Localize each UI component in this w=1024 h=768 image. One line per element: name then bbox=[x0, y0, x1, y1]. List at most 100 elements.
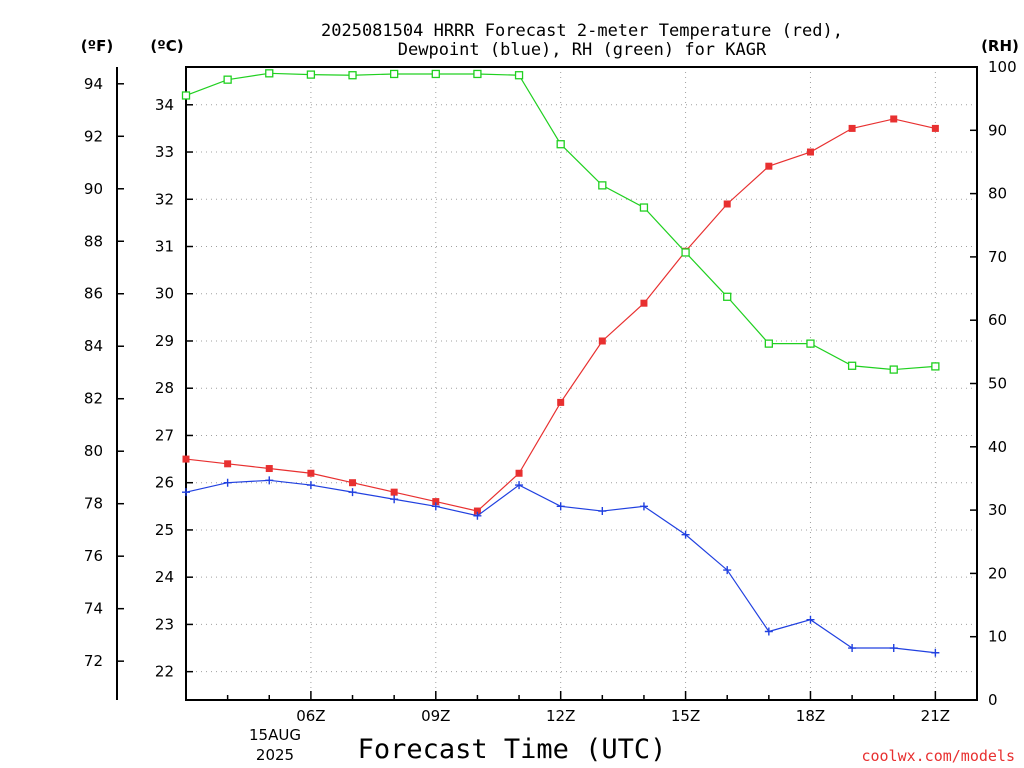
fahrenheit-tick-label: 74 bbox=[84, 600, 103, 618]
relative-humidity-point bbox=[931, 362, 940, 371]
temperature-point bbox=[848, 124, 856, 132]
temperature-point bbox=[224, 460, 232, 468]
rh-tick-label: 50 bbox=[988, 375, 1007, 393]
relative-humidity-point bbox=[181, 91, 191, 100]
relative-humidity-point bbox=[265, 69, 274, 78]
relative-humidity-point bbox=[390, 69, 399, 79]
x-axis-title: Forecast Time (UTC) bbox=[358, 734, 667, 765]
relative-humidity-point bbox=[556, 140, 565, 149]
temperature-point bbox=[931, 124, 939, 132]
relative-humidity-point bbox=[473, 69, 482, 79]
celsius-axis-label: (ºC) bbox=[150, 37, 183, 55]
relative-humidity-point bbox=[723, 292, 732, 301]
x-tick-label: 18Z bbox=[796, 707, 825, 725]
relative-humidity-point bbox=[348, 71, 357, 80]
fahrenheit-tick-label: 92 bbox=[84, 127, 103, 145]
dewpoint-point bbox=[848, 644, 857, 653]
rh-tick-label: 40 bbox=[988, 438, 1007, 456]
grid bbox=[186, 67, 977, 700]
dewpoint-point bbox=[806, 615, 815, 624]
temperature-point bbox=[640, 299, 648, 307]
fahrenheit-tick-label: 78 bbox=[84, 495, 103, 513]
temperature-point bbox=[182, 455, 190, 463]
temperature-point bbox=[349, 479, 357, 487]
chart-title: 2025081504 HRRR Forecast 2-meter Tempera… bbox=[321, 21, 843, 41]
celsius-tick-label: 24 bbox=[155, 568, 174, 586]
x-tick-label: 12Z bbox=[546, 707, 575, 725]
relative-humidity-point bbox=[847, 361, 857, 370]
fahrenheit-tick-label: 90 bbox=[84, 180, 103, 198]
relative-humidity-point bbox=[889, 365, 898, 374]
rh-tick-label: 10 bbox=[988, 628, 1007, 646]
temperature-point bbox=[307, 469, 315, 477]
rh-tick-label: 20 bbox=[988, 564, 1007, 582]
temperature-point bbox=[765, 162, 773, 170]
rh-tick-label: 30 bbox=[988, 501, 1007, 519]
fahrenheit-axis-label: (ºF) bbox=[81, 37, 113, 55]
credit-label: coolwx.com/models bbox=[861, 747, 1015, 765]
rh-tick-label: 70 bbox=[988, 248, 1007, 266]
celsius-tick-label: 26 bbox=[155, 474, 174, 492]
celsius-tick-label: 23 bbox=[155, 615, 174, 633]
rh-tick-label: 100 bbox=[988, 58, 1017, 76]
fahrenheit-tick-label: 72 bbox=[84, 652, 103, 670]
x-tick-label: 21Z bbox=[921, 707, 950, 725]
dewpoint-point bbox=[265, 476, 274, 485]
rh-axis-label: (RH) bbox=[981, 37, 1019, 55]
series-layer bbox=[181, 69, 940, 657]
temperature-point bbox=[473, 507, 481, 515]
dewpoint-point bbox=[931, 648, 940, 657]
axes: 72 74 76 78 80 82 84 86 88 90 92 94 22 23 24 25 26 27 28 29… bbox=[84, 58, 1017, 725]
dewpoint-point bbox=[723, 566, 732, 575]
rh-tick-label: 90 bbox=[988, 121, 1007, 139]
dewpoint-point bbox=[431, 502, 440, 511]
dewpoint-point bbox=[598, 507, 607, 516]
temperature-point bbox=[890, 115, 898, 123]
fahrenheit-tick-label: 82 bbox=[84, 390, 103, 408]
temperature-point bbox=[432, 498, 440, 506]
celsius-tick-label: 31 bbox=[155, 238, 174, 256]
dewpoint-point bbox=[473, 511, 482, 520]
temperature-point bbox=[557, 398, 565, 406]
dewpoint-point bbox=[681, 530, 690, 539]
dewpoint-point bbox=[223, 478, 232, 487]
rh-tick-label: 0 bbox=[988, 691, 998, 709]
chart-subtitle: Dewpoint (blue), RH (green) for KAGR bbox=[398, 40, 767, 60]
celsius-tick-label: 33 bbox=[155, 143, 174, 161]
celsius-tick-label: 25 bbox=[155, 521, 174, 539]
x-tick-label: 09Z bbox=[421, 707, 450, 725]
temperature-point bbox=[515, 469, 523, 477]
date-label-day: 15AUG bbox=[249, 726, 301, 744]
dewpoint-point bbox=[889, 644, 898, 653]
celsius-tick-label: 30 bbox=[155, 285, 174, 303]
x-tick-label: 06Z bbox=[296, 707, 325, 725]
date-label-year: 2025 bbox=[256, 746, 294, 764]
relative-humidity-point bbox=[598, 181, 607, 190]
rh-tick-label: 60 bbox=[988, 311, 1007, 329]
relative-humidity-point bbox=[806, 339, 815, 348]
relative-humidity-point bbox=[306, 70, 316, 79]
temperature-point bbox=[806, 148, 814, 156]
fahrenheit-tick-label: 76 bbox=[84, 547, 103, 565]
fahrenheit-tick-label: 84 bbox=[84, 337, 103, 355]
temperature-point bbox=[723, 200, 731, 208]
dewpoint-point bbox=[764, 627, 773, 636]
temperature-point bbox=[390, 488, 398, 496]
dewpoint-point bbox=[306, 481, 315, 490]
temperature-point bbox=[598, 337, 606, 345]
dewpoint-point bbox=[515, 481, 524, 490]
celsius-tick-label: 29 bbox=[155, 332, 174, 350]
relative-humidity-point bbox=[514, 71, 524, 80]
fahrenheit-tick-label: 80 bbox=[84, 442, 103, 460]
celsius-tick-label: 34 bbox=[155, 96, 174, 114]
relative-humidity-point bbox=[764, 339, 773, 348]
dewpoint-point bbox=[556, 502, 565, 511]
celsius-tick-label: 32 bbox=[155, 190, 174, 208]
fahrenheit-tick-label: 86 bbox=[84, 285, 103, 303]
rh-tick-label: 80 bbox=[988, 185, 1007, 203]
dewpoint-point bbox=[348, 488, 357, 497]
fahrenheit-tick-label: 94 bbox=[84, 75, 103, 93]
dewpoint-point bbox=[182, 488, 190, 497]
